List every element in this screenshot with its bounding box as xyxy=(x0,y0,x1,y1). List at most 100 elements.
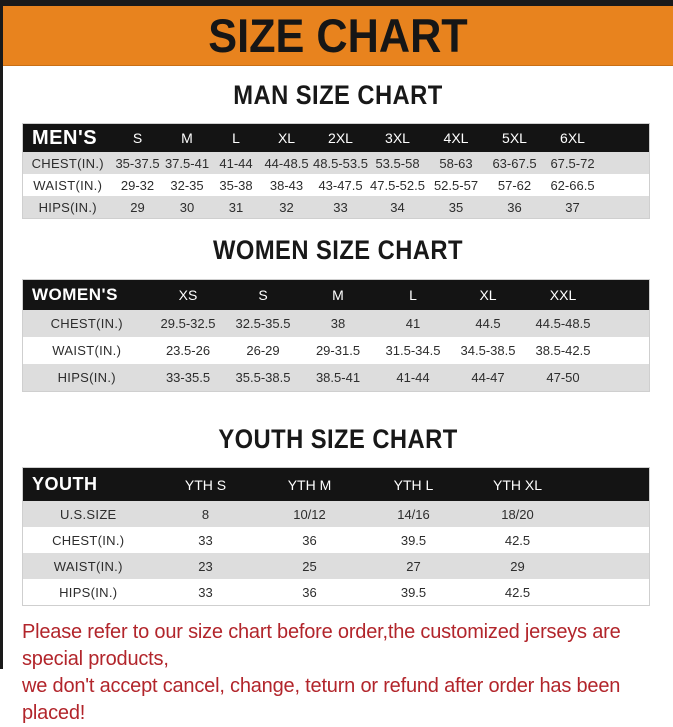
men-waist-row: WAIST(IN.) 29-32 32-35 35-38 38-43 43-47… xyxy=(22,174,650,196)
col-header-cell: 2XL xyxy=(328,130,353,146)
value-cell: 44.5 xyxy=(475,316,501,331)
section-title-men: MAN SIZE CHART xyxy=(233,80,443,110)
value-cell: 52.5-57 xyxy=(433,177,479,193)
value-cell: 37 xyxy=(565,199,580,215)
women-size-table: WOMEN'S XS S M L XL XXL CHEST(IN.) 29.5-… xyxy=(22,279,650,392)
filler-cell xyxy=(570,527,650,553)
value-cell: 25 xyxy=(302,558,317,574)
women-chest-row: CHEST(IN.) 29.5-32.5 32.5-35.5 38 41 44.… xyxy=(22,310,650,337)
row-label-cell: CHEST(IN.) xyxy=(50,316,123,331)
filler-cell xyxy=(602,174,650,196)
col-header-cell: YTH S xyxy=(184,476,227,493)
col-header-cell: S xyxy=(258,287,268,303)
men-size-table: MEN'S S M L XL 2XL 3XL 4XL 5XL 6XL CHEST… xyxy=(22,123,650,219)
banner: SIZE CHART xyxy=(3,6,673,66)
row-label-cell: HIPS(IN.) xyxy=(38,199,97,215)
value-cell: 38.5-42.5 xyxy=(535,343,591,358)
value-cell: 39.5 xyxy=(400,584,427,600)
value-cell: 57-62 xyxy=(497,177,532,193)
col-header-cell: L xyxy=(409,287,417,303)
value-cell: 44.5-48.5 xyxy=(535,316,591,331)
col-header-cell: XL xyxy=(479,287,497,303)
row-label-cell: CHEST(IN.) xyxy=(52,532,125,548)
value-cell: 36 xyxy=(507,199,522,215)
col-header-cell: XL xyxy=(277,130,296,146)
col-header-cell: 6XL xyxy=(560,130,585,146)
row-label-cell: WAIST(IN.) xyxy=(52,343,122,358)
notice-line-1: Please refer to our size chart before or… xyxy=(22,621,621,670)
value-cell: 35 xyxy=(448,199,464,215)
value-cell: 29.5-32.5 xyxy=(160,316,216,331)
value-cell: 8 xyxy=(201,506,210,522)
value-cell: 30 xyxy=(179,199,195,215)
content-area: MAN SIZE CHART MEN'S S M L XL 2XL 3XL 4X… xyxy=(3,66,673,727)
value-cell: 10/12 xyxy=(293,506,326,522)
row-label-cell: WAIST(IN.) xyxy=(53,558,123,574)
filler-cell xyxy=(602,124,650,153)
filler-cell xyxy=(601,337,650,364)
value-cell: 35-37.5 xyxy=(115,155,160,171)
value-cell: 36 xyxy=(302,532,317,548)
value-cell: 58-63 xyxy=(439,155,473,171)
value-cell: 23.5-26 xyxy=(165,343,211,358)
value-cell: 33 xyxy=(198,584,213,600)
value-cell: 41-44 xyxy=(396,370,430,385)
value-cell: 33 xyxy=(198,532,213,548)
value-cell: 18/20 xyxy=(501,506,534,522)
col-header-cell: 5XL xyxy=(502,130,527,146)
filler-cell xyxy=(570,501,650,527)
section-title-youth: YOUTH SIZE CHART xyxy=(218,424,458,454)
youth-ussize-row: U.S.SIZE 8 10/12 14/16 18/20 xyxy=(22,501,650,527)
value-cell: 53.5-58 xyxy=(375,155,420,171)
women-waist-row: WAIST(IN.) 23.5-26 26-29 29-31.5 31.5-34… xyxy=(22,337,650,364)
order-notice: Please refer to our size chart before or… xyxy=(22,619,662,727)
filler-cell xyxy=(601,280,650,311)
value-cell: 48.5-53.5 xyxy=(313,155,368,171)
youth-waist-row: WAIST(IN.) 23 25 27 29 xyxy=(22,553,650,579)
value-cell: 44-47 xyxy=(471,370,505,385)
row-label-cell: HIPS(IN.) xyxy=(57,370,116,385)
filler-cell xyxy=(570,468,650,502)
col-header-cell: S xyxy=(132,130,143,146)
filler-cell xyxy=(602,196,650,219)
col-header-cell: YTH M xyxy=(287,476,332,493)
value-cell: 42.5 xyxy=(504,584,531,600)
row-label-cell: U.S.SIZE xyxy=(59,506,117,522)
value-cell: 32 xyxy=(279,199,294,215)
value-cell: 35.5-38.5 xyxy=(235,370,291,385)
value-cell: 14/16 xyxy=(397,506,430,522)
filler-cell xyxy=(602,152,650,174)
value-cell: 63-67.5 xyxy=(492,155,537,171)
value-cell: 34.5-38.5 xyxy=(460,343,516,358)
col-header-cell: YTH XL xyxy=(492,476,542,493)
value-cell: 27 xyxy=(406,558,421,574)
value-cell: 33-35.5 xyxy=(165,370,211,385)
filler-cell xyxy=(601,310,650,337)
page-title: SIZE CHART xyxy=(208,9,468,62)
value-cell: 29-31.5 xyxy=(315,343,361,358)
youth-corner-label: YOUTH xyxy=(32,474,98,494)
value-cell: 38 xyxy=(330,316,346,331)
value-cell: 29 xyxy=(510,558,525,574)
men-header-row: MEN'S S M L XL 2XL 3XL 4XL 5XL 6XL xyxy=(22,123,650,153)
col-header-cell: XS xyxy=(178,287,198,303)
value-cell: 29 xyxy=(130,199,145,215)
value-cell: 38-43 xyxy=(269,177,304,193)
value-cell: 62-66.5 xyxy=(550,177,595,193)
value-cell: 41 xyxy=(405,316,421,331)
women-corner-label: WOMEN'S xyxy=(32,285,118,304)
women-hips-row: HIPS(IN.) 33-35.5 35.5-38.5 38.5-41 41-4… xyxy=(22,364,650,392)
youth-hips-row: HIPS(IN.) 33 36 39.5 42.5 xyxy=(22,579,650,606)
value-cell: 67.5-72 xyxy=(550,155,595,171)
col-header-cell: 4XL xyxy=(443,130,469,146)
filler-cell xyxy=(570,553,650,579)
col-header-cell: M xyxy=(332,287,344,303)
value-cell: 32-35 xyxy=(170,177,204,193)
value-cell: 31.5-34.5 xyxy=(385,343,441,358)
value-cell: 26-29 xyxy=(246,343,280,358)
top-black-strip xyxy=(0,0,673,6)
filler-cell xyxy=(570,579,650,606)
value-cell: 29-32 xyxy=(120,177,155,193)
row-label-cell: HIPS(IN.) xyxy=(59,584,118,600)
